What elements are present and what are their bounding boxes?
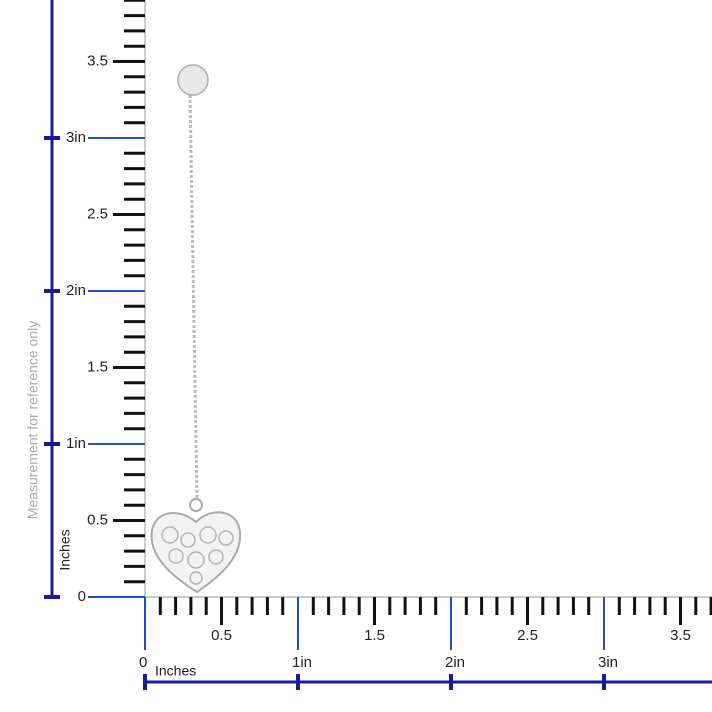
- vertical-labels: 3.5 3in 2.5 2in 1.5 1in 0.5 0: [66, 52, 108, 605]
- v-label: 2in: [66, 282, 86, 299]
- v-label: 1.5: [87, 358, 108, 375]
- v-label: 0.5: [87, 511, 108, 528]
- v-label: 2.5: [87, 205, 108, 222]
- h-label: 3.5: [670, 627, 691, 644]
- v-label: 0: [78, 588, 86, 605]
- ruler-ticks: [44, 0, 712, 690]
- h-label: 2.5: [517, 627, 538, 644]
- horizontal-labels: 0.5 1.5 2.5 3.5 0 1in 2in 3in: [139, 627, 691, 671]
- vertical-unit: Inches: [57, 529, 73, 570]
- v-label: 3.5: [87, 52, 108, 69]
- h-inch-label: 2in: [445, 654, 465, 671]
- v-label: 3in: [66, 129, 86, 146]
- horizontal-unit: Inches: [155, 663, 196, 679]
- earring: [150, 64, 242, 594]
- note: Measurement for reference only: [25, 321, 41, 519]
- h-inch-label: 1in: [292, 654, 312, 671]
- v-label: 1in: [66, 435, 86, 452]
- h-inch-label: 0: [139, 654, 147, 671]
- h-inch-label: 3in: [598, 654, 618, 671]
- h-label: 0.5: [211, 627, 232, 644]
- h-label: 1.5: [364, 627, 385, 644]
